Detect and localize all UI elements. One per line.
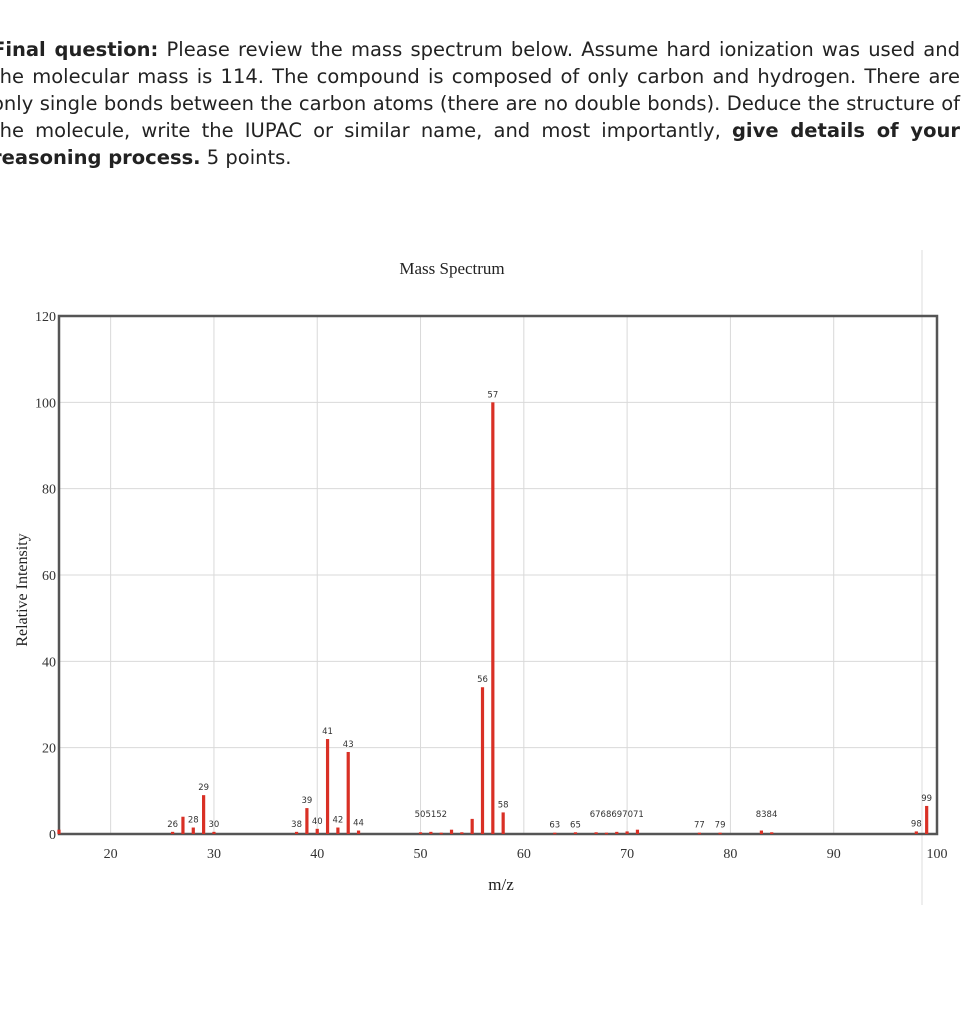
peak-bar (449, 829, 454, 834)
y-axis-label: Relative Intensity (14, 533, 31, 646)
peak-bar (759, 830, 763, 834)
peak-bar (615, 831, 619, 834)
peak-bar (439, 832, 443, 835)
peak-label: 39 (301, 796, 312, 806)
peak-bar (925, 805, 929, 834)
y-tick-label: 0 (49, 828, 56, 843)
peak-bar (212, 831, 216, 834)
peak-bar (718, 832, 722, 835)
peak-bar (305, 808, 309, 834)
peak-bars (57, 402, 929, 835)
peak-bar (191, 827, 195, 834)
peak-bar (914, 831, 918, 834)
y-tick-label: 100 (35, 396, 56, 411)
peak-bar (501, 812, 505, 834)
x-tick-label: 80 (723, 847, 737, 862)
peak-bar (202, 795, 206, 834)
y-tick-label: 20 (42, 742, 56, 757)
peak-label: 44 (353, 819, 364, 829)
y-tick-label: 60 (42, 569, 56, 584)
peak-bar (294, 831, 299, 834)
peak-bar (604, 832, 609, 835)
peak-bar (325, 739, 330, 834)
peak-label: 65 (570, 820, 581, 830)
x-tick-label: 30 (207, 847, 221, 862)
peak-bar (346, 751, 350, 834)
plot-frame (57, 314, 939, 836)
question-lead: Final question: (0, 38, 159, 61)
x-tick-label: 40 (310, 847, 324, 862)
x-tick-label: 70 (620, 847, 634, 862)
peak-label: 57 (487, 390, 498, 400)
x-axis-label: m/z (488, 875, 514, 894)
peak-bar (315, 828, 319, 834)
peak-label: 29 (198, 783, 209, 793)
peak-label: 28 (188, 816, 199, 826)
x-axis-ticks: 20 30 40 50 60 70 80 90 100 (104, 847, 948, 862)
peak-bar (171, 831, 175, 834)
peak-bar (470, 818, 474, 834)
peak-label: 98 (911, 819, 922, 829)
y-tick-label: 40 (42, 655, 56, 670)
question-points: 5 points. (206, 146, 292, 169)
x-tick-label: 60 (517, 847, 531, 862)
peak-bar (573, 832, 578, 834)
question-emphasis: give details of your reasoning process. (0, 119, 960, 169)
peak-label: 43 (343, 740, 354, 750)
peak-cluster-label: 8384 (756, 810, 778, 820)
peak-label: 38 (291, 820, 302, 830)
peak-label: 40 (312, 817, 323, 827)
y-tick-label: 80 (42, 483, 56, 498)
peak-bar (418, 832, 423, 834)
x-tick-label: 90 (827, 847, 841, 862)
peak-cluster-label: 6768697071 (590, 810, 644, 820)
question-body: Please review the mass spectrum below. A… (0, 38, 960, 142)
peak-bar (460, 832, 464, 834)
peak-bar (429, 831, 433, 834)
peak-label: 58 (498, 800, 509, 810)
peak-labels: 26 28 29 30 38 39 40 41 42 43 44 56 57 58 63 65 77 79 98 99… (167, 390, 932, 830)
peak-label: 41 (322, 727, 333, 737)
y-axis-ticks: 0 20 40 60 80 100 120 (35, 310, 56, 843)
peak-bar (336, 827, 340, 834)
peak-bar (553, 832, 557, 835)
peak-bar (594, 832, 598, 834)
peak-bar (625, 831, 629, 834)
x-tick-label: 20 (104, 847, 118, 862)
peak-label: 56 (477, 675, 488, 685)
peak-bar (480, 687, 485, 834)
peak-bar (491, 402, 495, 834)
peak-label: 77 (694, 821, 705, 831)
y-tick-label: 120 (35, 310, 56, 325)
chart-title: Mass Spectrum (399, 259, 504, 278)
peak-label: 26 (167, 820, 178, 830)
peak-bar (635, 829, 640, 834)
peak-bar (770, 832, 774, 834)
peak-bar (356, 830, 361, 834)
peak-bar (57, 829, 61, 834)
x-tick-label: 50 (414, 847, 428, 862)
peak-label: 30 (209, 820, 220, 830)
question-text: Final question: Please review the mass s… (0, 36, 960, 171)
peak-bar (697, 832, 702, 835)
peak-label: 79 (715, 821, 726, 831)
peak-label: 42 (332, 816, 343, 826)
x-tick-label: 100 (927, 847, 948, 862)
peak-label: 63 (549, 821, 560, 831)
peak-bar (181, 816, 185, 834)
peak-cluster-label: 505152 (415, 810, 447, 820)
peak-label: 99 (921, 794, 932, 804)
